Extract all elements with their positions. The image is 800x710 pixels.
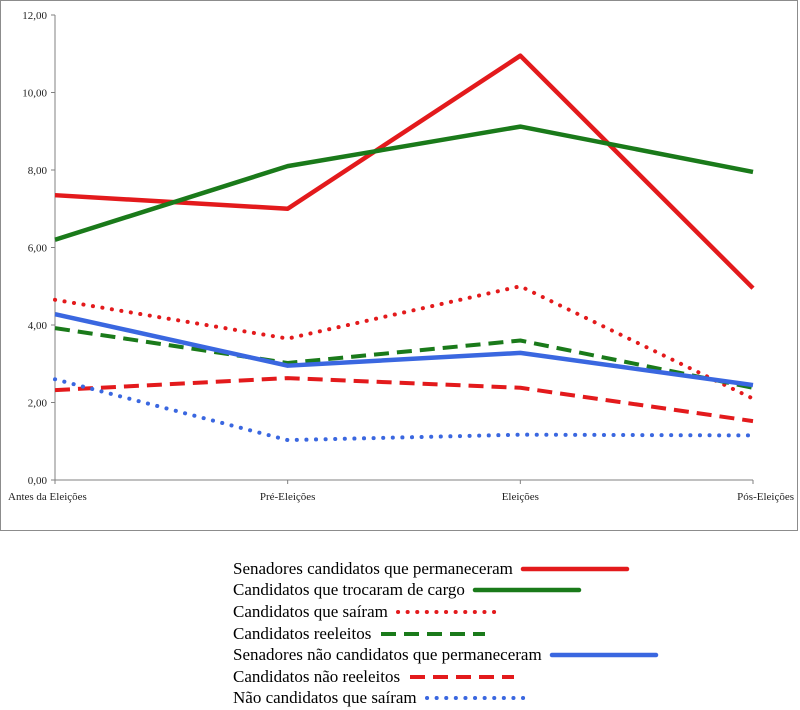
series-line — [54, 311, 754, 388]
legend-label: Senadores candidatos que permaneceram — [233, 558, 513, 578]
y-tick-label: 0,00 — [28, 475, 48, 487]
legend-swatch — [549, 652, 658, 658]
legend-label: Não candidatos que saíram — [233, 688, 417, 708]
legend-label: Candidatos que saíram — [233, 601, 388, 621]
series-line — [54, 376, 754, 424]
x-tick-label: Eleições — [502, 491, 539, 503]
y-tick-label: 10,00 — [22, 88, 47, 100]
series-line — [54, 53, 755, 290]
legend-swatch — [381, 631, 486, 636]
series-line — [53, 377, 755, 443]
y-tick-label: 8,00 — [28, 165, 48, 177]
series-line — [54, 124, 754, 242]
legend-label: Candidatos não reeleitos — [233, 666, 401, 686]
legend: Senadores candidatos que permaneceram Can… — [233, 558, 660, 709]
y-tick-label: 2,00 — [28, 398, 48, 410]
legend-label: Senadores não candidatos que permanecera… — [233, 645, 542, 665]
x-tick-label: Antes da Eleições — [8, 491, 87, 503]
x-tick-label: Pós-Eleições — [737, 491, 794, 503]
series-line — [54, 326, 754, 390]
legend-item: Não candidatos que saíram — [233, 688, 660, 710]
y-tick-label: 6,00 — [28, 243, 48, 255]
legend-label: Candidatos que trocaram de cargo — [233, 580, 465, 600]
series-line — [53, 284, 755, 401]
legend-item: Candidatos não reeleitos — [233, 666, 660, 688]
x-tick-label: Pré-Eleições — [260, 491, 316, 503]
y-tick-label: 4,00 — [28, 320, 48, 332]
legend-swatch — [520, 566, 630, 572]
legend-item: Candidatos que saíram — [233, 601, 660, 623]
legend-swatch — [395, 609, 504, 614]
legend-swatch — [424, 696, 533, 701]
legend-swatch — [410, 674, 515, 679]
legend-item: Candidatos reeleitos — [233, 623, 660, 645]
legend-label: Candidatos reeleitos — [233, 623, 372, 643]
chart-frame — [0, 0, 798, 531]
line-chart: 0,00 2,00 4,00 6,00 8,00 10,00 12,00 Antes da E… — [8, 10, 794, 503]
legend-item: Senadores candidatos que permaneceram — [233, 558, 660, 580]
y-tick-label: 12,00 — [22, 10, 47, 22]
legend-swatch — [472, 588, 582, 593]
legend-item: Candidatos que trocaram de cargo — [233, 580, 660, 602]
legend-item: Senadores não candidatos que permanecera… — [233, 644, 660, 666]
